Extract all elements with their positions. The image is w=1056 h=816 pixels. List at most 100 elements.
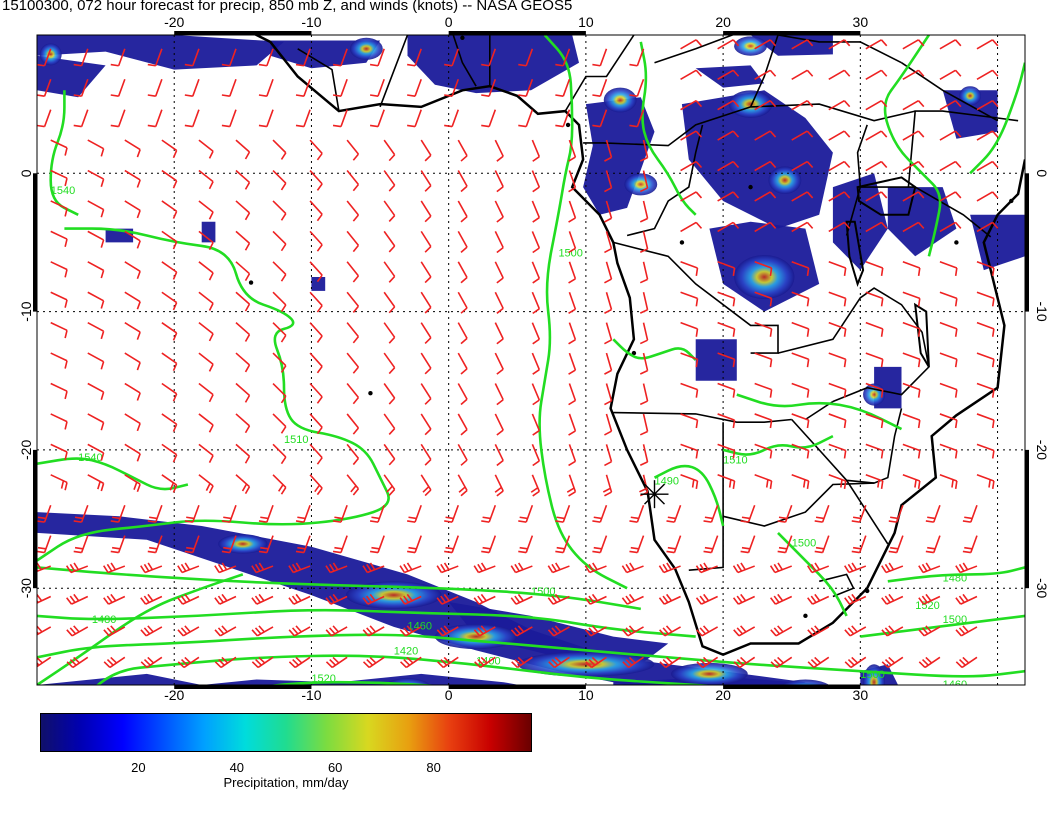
wind-barb-staff bbox=[367, 565, 385, 574]
wind-barb-staff bbox=[192, 78, 200, 97]
wind-barb-flag bbox=[667, 516, 676, 520]
wind-barb-staff bbox=[87, 352, 104, 363]
wind-barb-staff bbox=[516, 626, 533, 637]
wind-barb-flag bbox=[555, 63, 564, 67]
wind-barb-flag bbox=[136, 362, 141, 371]
wind-barb-flag bbox=[108, 691, 114, 696]
wind-barb-flag bbox=[444, 63, 453, 67]
wind-barb-flag bbox=[732, 267, 736, 276]
wind-barb-flag bbox=[367, 691, 373, 696]
wind-barb-flag bbox=[404, 691, 410, 696]
wind-barb-flag bbox=[769, 359, 773, 368]
wind-barb-flag bbox=[806, 480, 810, 489]
wind-barb-flag bbox=[806, 389, 810, 398]
wind-barb-staff bbox=[117, 535, 126, 553]
wind-barb-staff bbox=[902, 352, 921, 360]
wind-barb-staff bbox=[198, 322, 214, 335]
wind-barb-flag bbox=[103, 565, 109, 573]
wind-barb-staff bbox=[568, 474, 577, 493]
wind-barb-staff bbox=[865, 382, 884, 391]
island-dot bbox=[368, 390, 373, 396]
wind-barb-staff bbox=[404, 595, 422, 605]
wind-barb-staff bbox=[457, 322, 468, 339]
wind-barb-flag bbox=[460, 185, 468, 193]
wind-barb-flag bbox=[100, 178, 105, 187]
wind-barb-flag bbox=[736, 563, 743, 572]
wind-barb-staff bbox=[568, 200, 577, 219]
wind-barb-staff bbox=[821, 535, 830, 553]
wind-barb-flag bbox=[806, 359, 810, 368]
wind-barb-flag bbox=[208, 394, 214, 403]
wind-barb-flag bbox=[532, 429, 540, 436]
wind-barb-staff bbox=[272, 382, 287, 397]
wind-barb-flag bbox=[769, 221, 777, 229]
contour-line bbox=[49, 90, 79, 216]
wind-barb-flag bbox=[925, 656, 933, 664]
contour-line bbox=[736, 393, 903, 431]
wind-barb-flag bbox=[480, 656, 488, 664]
wind-barb-flag bbox=[604, 400, 612, 406]
lon-tick-label-bottom: 0 bbox=[445, 687, 453, 700]
wind-barb-flag bbox=[325, 629, 333, 637]
wind-barb-flag bbox=[917, 100, 925, 108]
wind-barb-flag bbox=[30, 662, 36, 668]
wind-barb-flag bbox=[143, 563, 150, 572]
wind-barb-flag bbox=[140, 597, 147, 605]
wind-barb-flag bbox=[73, 593, 80, 602]
wind-barb-flag bbox=[962, 550, 971, 554]
wind-barb-flag bbox=[658, 597, 665, 605]
wind-barb-flag bbox=[68, 694, 74, 699]
wind-barb-staff bbox=[124, 321, 141, 333]
lake-outline bbox=[913, 302, 930, 368]
wind-barb-staff bbox=[568, 139, 577, 158]
wind-barb-staff bbox=[525, 78, 534, 97]
wind-barb-flag bbox=[295, 124, 305, 128]
wind-barb-flag bbox=[888, 562, 895, 571]
wind-barb-flag bbox=[695, 267, 699, 276]
wind-barb-flag bbox=[352, 184, 360, 192]
wind-barb-staff bbox=[939, 130, 956, 141]
wind-barb-flag bbox=[214, 661, 222, 668]
wind-barb-staff bbox=[680, 474, 698, 482]
wind-barb-flag bbox=[604, 187, 612, 193]
wind-barb-flag bbox=[592, 562, 598, 571]
wind-barb-flag bbox=[352, 457, 360, 466]
wind-barb-flag bbox=[514, 595, 521, 603]
wind-barb-staff bbox=[272, 261, 287, 276]
wind-barb-flag bbox=[69, 627, 77, 635]
wind-barb-flag bbox=[217, 595, 224, 603]
wind-barb-flag bbox=[295, 520, 305, 523]
contour-line bbox=[722, 434, 834, 456]
wind-barb-staff bbox=[599, 504, 608, 523]
wind-barb-flag bbox=[955, 597, 962, 605]
wind-barb-staff bbox=[108, 626, 126, 637]
wind-barb-staff bbox=[865, 221, 882, 233]
wind-barb-flag bbox=[991, 39, 999, 47]
wind-barb-flag bbox=[588, 627, 595, 635]
wind-barb-flag bbox=[149, 546, 158, 550]
wind-barb-flag bbox=[881, 597, 888, 605]
wind-barb-flag bbox=[806, 130, 814, 138]
wind-barb-flag bbox=[30, 630, 35, 636]
wind-barb-flag bbox=[371, 516, 380, 520]
wind-barb-staff bbox=[828, 221, 845, 233]
wind-barb-flag bbox=[443, 625, 451, 633]
wind-barb-flag bbox=[292, 659, 299, 666]
wind-barb-flag bbox=[814, 593, 821, 602]
wind-barb-flag bbox=[369, 63, 379, 67]
wind-barb-flag bbox=[140, 629, 147, 637]
wind-barb-flag bbox=[695, 191, 703, 199]
wind-barb-flag bbox=[37, 546, 47, 550]
wind-barb-staff bbox=[235, 200, 251, 214]
wind-barb-flag bbox=[352, 488, 360, 496]
wind-barb-flag bbox=[111, 689, 117, 694]
wind-barb-staff bbox=[976, 160, 993, 172]
wind-barb-staff bbox=[37, 656, 52, 668]
wind-barb-staff bbox=[124, 169, 141, 181]
wind-barb-flag bbox=[399, 629, 407, 637]
wind-barb-staff bbox=[976, 413, 995, 421]
wind-barb-flag bbox=[659, 661, 667, 668]
wind-barb-flag bbox=[888, 625, 895, 633]
right-frame-bar bbox=[1025, 449, 1029, 589]
wind-barb-flag bbox=[436, 565, 443, 573]
